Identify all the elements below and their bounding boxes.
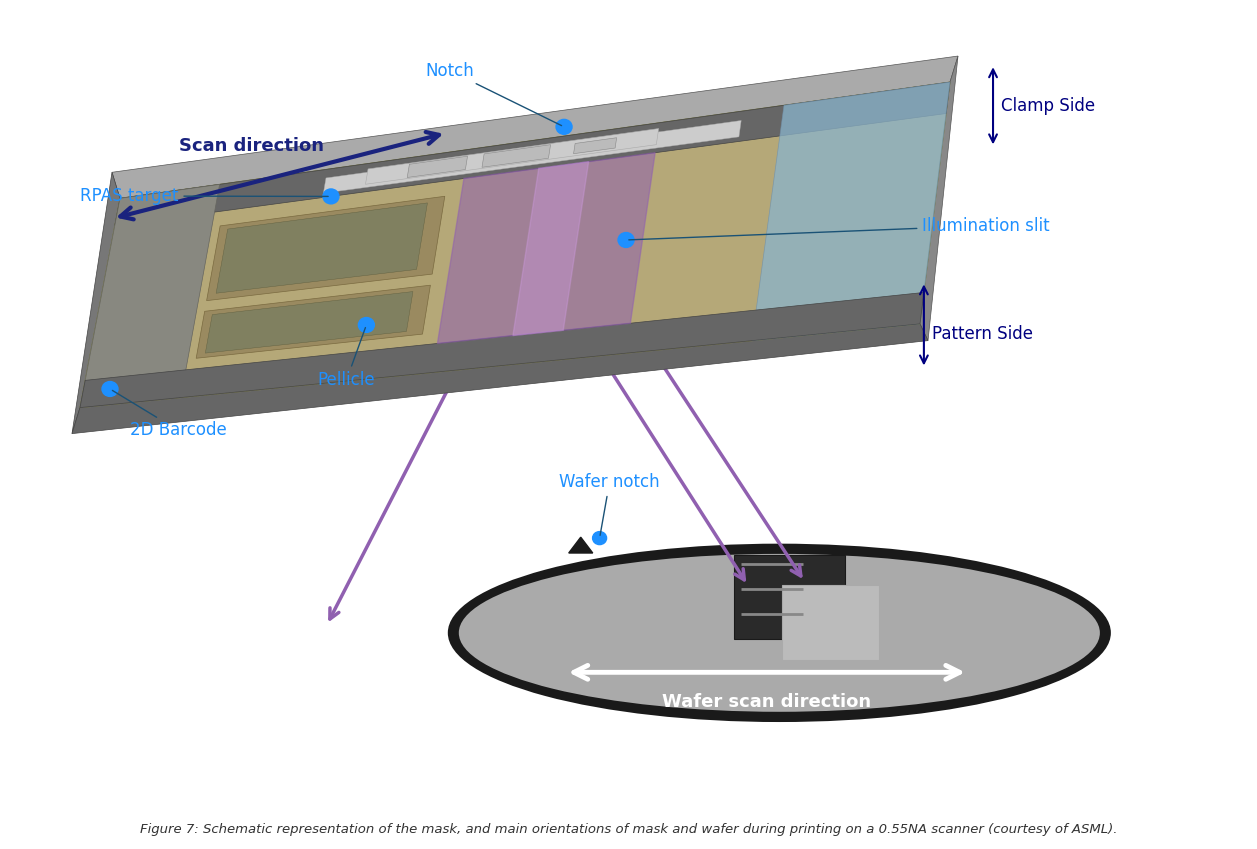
Circle shape <box>102 381 118 396</box>
Text: Figure 7: Schematic representation of the mask, and main orientations of mask an: Figure 7: Schematic representation of th… <box>140 824 1117 836</box>
Polygon shape <box>205 291 414 353</box>
Circle shape <box>618 233 634 247</box>
Circle shape <box>556 120 572 134</box>
Ellipse shape <box>459 554 1100 711</box>
Polygon shape <box>573 138 617 154</box>
Polygon shape <box>196 285 430 358</box>
Polygon shape <box>114 82 950 226</box>
Text: Illumination slit: Illumination slit <box>628 216 1050 240</box>
Text: Clamp Side: Clamp Side <box>1001 97 1095 115</box>
Text: RPAS target: RPAS target <box>80 187 328 205</box>
Polygon shape <box>481 144 551 167</box>
Text: Pellicle: Pellicle <box>318 328 375 390</box>
Text: Notch: Notch <box>425 62 562 126</box>
Polygon shape <box>366 128 659 184</box>
Polygon shape <box>568 537 593 553</box>
Polygon shape <box>80 184 220 408</box>
Polygon shape <box>734 555 845 639</box>
Text: Wafer notch: Wafer notch <box>559 473 660 536</box>
Polygon shape <box>72 172 119 434</box>
Polygon shape <box>407 156 468 177</box>
Circle shape <box>323 189 339 204</box>
Polygon shape <box>920 56 958 340</box>
Circle shape <box>358 318 375 333</box>
Circle shape <box>592 531 607 544</box>
Polygon shape <box>513 161 588 335</box>
Polygon shape <box>782 585 879 660</box>
Ellipse shape <box>447 543 1111 722</box>
Polygon shape <box>112 56 958 199</box>
Text: Wafer scan direction: Wafer scan direction <box>662 693 871 711</box>
Polygon shape <box>323 121 742 194</box>
Polygon shape <box>437 153 655 344</box>
Polygon shape <box>752 82 950 340</box>
Polygon shape <box>72 323 928 434</box>
Text: 2D Barcode: 2D Barcode <box>112 391 226 440</box>
Polygon shape <box>80 82 950 408</box>
Polygon shape <box>216 203 427 293</box>
Text: Scan direction: Scan direction <box>178 138 324 155</box>
Text: Pattern Side: Pattern Side <box>931 325 1033 343</box>
Polygon shape <box>80 292 924 408</box>
Polygon shape <box>206 196 445 301</box>
